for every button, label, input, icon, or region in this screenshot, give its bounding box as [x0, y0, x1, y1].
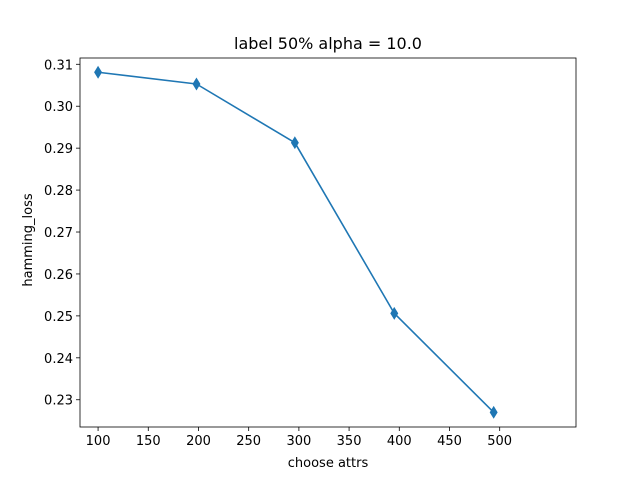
axes-frame: [79, 57, 577, 428]
y-tick-label: 0.31: [44, 58, 73, 73]
x-tick-label: 500: [487, 434, 512, 449]
x-tick-label: 250: [236, 434, 261, 449]
y-tick-label: 0.23: [44, 394, 73, 409]
data-point-marker: [192, 77, 201, 91]
plot-area: 100 150 200 250 300 350 400 450 500 0.23 0.24 0.25 0…: [44, 57, 577, 449]
chart-title: label 50% alpha = 10.0: [234, 34, 422, 53]
data-point-marker: [94, 65, 103, 79]
data-point-marker: [290, 136, 299, 150]
y-tick-label: 0.29: [44, 142, 73, 157]
x-tick-label: 150: [136, 434, 161, 449]
data-point-marker: [489, 405, 498, 419]
x-tick-label: 400: [387, 434, 412, 449]
x-axis-title: choose attrs: [288, 456, 369, 471]
y-tick-label: 0.30: [44, 100, 73, 115]
y-tick-label: 0.28: [44, 184, 73, 199]
x-tick-label: 100: [86, 434, 111, 449]
y-tick-label: 0.26: [44, 268, 73, 283]
x-tick-label: 350: [337, 434, 362, 449]
x-tick-label: 300: [286, 434, 311, 449]
y-tick-label: 0.25: [44, 310, 73, 325]
data-point-marker: [390, 306, 399, 320]
x-tick-label: 450: [437, 434, 462, 449]
x-tick-label: 200: [186, 434, 211, 449]
y-tick-label: 0.24: [44, 352, 73, 367]
y-axis-title: hamming_loss: [21, 193, 36, 286]
y-tick-label: 0.27: [44, 226, 73, 241]
